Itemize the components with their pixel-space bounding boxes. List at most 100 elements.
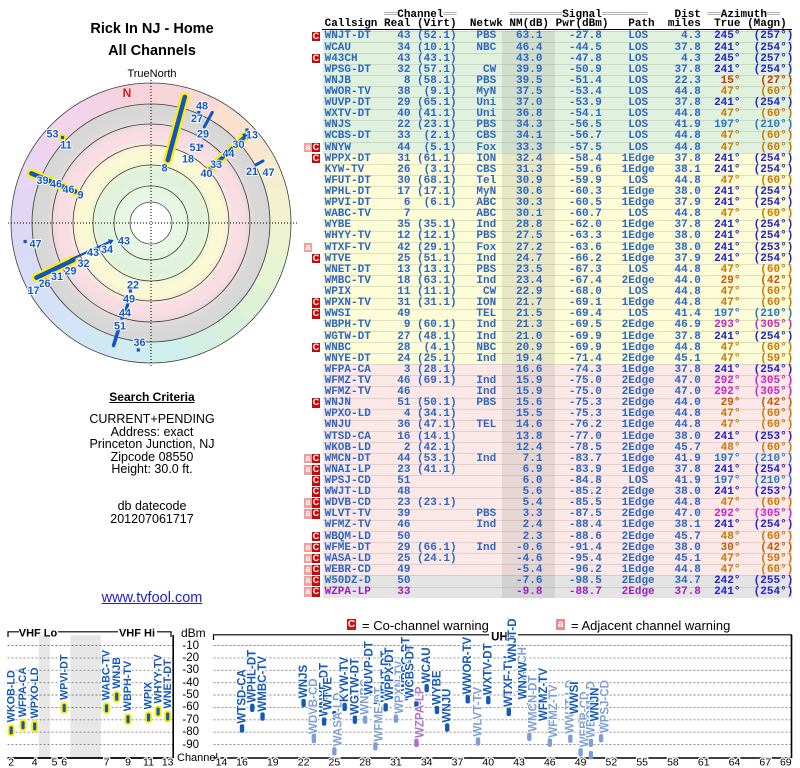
svg-text:47: 47 — [29, 239, 41, 251]
svg-text:WPPX-DT: WPPX-DT — [384, 647, 396, 700]
svg-text:29: 29 — [64, 266, 76, 278]
svg-text:WKOB-LD: WKOB-LD — [5, 670, 17, 722]
svg-text:WMCN-DT: WMCN-DT — [528, 676, 540, 732]
svg-text:40: 40 — [200, 168, 212, 180]
svg-text:17: 17 — [27, 285, 39, 297]
svg-text:W43CH: W43CH — [517, 647, 529, 687]
svg-text:WCAU: WCAU — [421, 647, 433, 683]
svg-text:28: 28 — [359, 757, 371, 768]
svg-text:69: 69 — [780, 757, 792, 768]
svg-text:22: 22 — [127, 280, 139, 292]
svg-text:WNYW: WNYW — [518, 662, 530, 700]
svg-text:KYW-TV: KYW-TV — [339, 656, 351, 701]
svg-text:WXTV-DT: WXTV-DT — [483, 643, 495, 695]
svg-text:55: 55 — [636, 757, 648, 768]
svg-text:46: 46 — [544, 757, 556, 768]
svg-text:WDVB-CD: WDVB-CD — [308, 678, 320, 734]
svg-text:49: 49 — [123, 294, 135, 306]
svg-text:WBQM-LD: WBQM-LD — [585, 681, 597, 738]
svg-text:WWJT-LD: WWJT-LD — [565, 680, 577, 734]
svg-text:WNBC: WNBC — [360, 679, 372, 715]
svg-text:43: 43 — [513, 757, 525, 768]
svg-text:WYBE: WYBE — [431, 670, 443, 705]
svg-text:9: 9 — [77, 190, 83, 202]
svg-text:8: 8 — [161, 163, 167, 175]
svg-text:64: 64 — [729, 757, 741, 768]
svg-text:WFUT-DT: WFUT-DT — [380, 651, 392, 703]
svg-text:43: 43 — [87, 247, 99, 259]
svg-text:WWSI: WWSI — [569, 682, 581, 715]
svg-text:31: 31 — [51, 271, 63, 283]
svg-text:5: 5 — [52, 757, 58, 768]
svg-text:WNYE-DT: WNYE-DT — [319, 663, 331, 717]
svg-text:UHF: UHF — [491, 632, 515, 644]
svg-text:WHYY-TV: WHYY-TV — [152, 654, 164, 704]
svg-text:34: 34 — [421, 757, 433, 768]
svg-text:WTSD-CA: WTSD-CA — [236, 669, 248, 723]
svg-text:11: 11 — [143, 757, 154, 768]
svg-text:WEBR-CD: WEBR-CD — [579, 692, 591, 748]
svg-text:WPIX: WPIX — [143, 681, 155, 709]
svg-text:61: 61 — [698, 757, 710, 768]
svg-text:VHF Lo: VHF Lo — [19, 628, 58, 640]
svg-text:13: 13 — [162, 757, 174, 768]
svg-text:WPXO-LD: WPXO-LD — [29, 667, 41, 718]
svg-text:WZPA-LP: WZPA-LP — [415, 686, 427, 738]
svg-text:58: 58 — [667, 757, 679, 768]
svg-text:9: 9 — [125, 757, 131, 768]
svg-text:25: 25 — [329, 757, 341, 768]
svg-text:47: 47 — [262, 167, 274, 179]
svg-text:WPSJ-CD: WPSJ-CD — [599, 680, 611, 733]
svg-text:44: 44 — [222, 148, 234, 160]
svg-text:WNET-DT: WNET-DT — [162, 659, 174, 709]
svg-text:53: 53 — [46, 129, 58, 141]
svg-text:33: 33 — [210, 159, 222, 171]
svg-text:WNJB: WNJB — [111, 657, 123, 689]
svg-text:WPXN-TV: WPXN-TV — [394, 660, 406, 713]
svg-text:14: 14 — [216, 757, 228, 768]
svg-text:31: 31 — [390, 757, 402, 768]
svg-text:WABC-TV: WABC-TV — [101, 649, 113, 700]
svg-text:WFPA-CA: WFPA-CA — [17, 667, 29, 717]
svg-text:WNJT-DT: WNJT-DT — [507, 618, 519, 663]
svg-text:51: 51 — [114, 321, 126, 333]
svg-text:WFMZ-TV: WFMZ-TV — [538, 668, 550, 721]
svg-text:67: 67 — [759, 757, 771, 768]
svg-text:37: 37 — [452, 757, 464, 768]
svg-text:19: 19 — [267, 757, 279, 768]
svg-text:18: 18 — [182, 154, 194, 166]
svg-text:32: 32 — [77, 258, 89, 270]
svg-text:WASA-LD: WASA-LD — [333, 693, 345, 747]
svg-text:WNJN: WNJN — [589, 688, 601, 722]
svg-text:26: 26 — [38, 278, 50, 290]
svg-text:WTVE: WTVE — [323, 677, 335, 711]
svg-text:51: 51 — [189, 142, 201, 154]
svg-text:4: 4 — [32, 757, 38, 768]
svg-text:39: 39 — [36, 175, 48, 187]
svg-text:29: 29 — [197, 129, 209, 141]
svg-text:30: 30 — [232, 139, 244, 151]
svg-text:WUVP-DT: WUVP-DT — [364, 641, 376, 695]
svg-text:6: 6 — [61, 757, 67, 768]
svg-text:34: 34 — [101, 244, 113, 256]
svg-text:46: 46 — [50, 179, 62, 191]
svg-text:N: N — [123, 86, 132, 100]
svg-text:36: 36 — [133, 337, 145, 349]
svg-text:WGTW-DT: WGTW-DT — [349, 658, 361, 715]
svg-text:7: 7 — [104, 757, 110, 768]
svg-text:WBPH-TV: WBPH-TV — [122, 660, 134, 711]
svg-text:49: 49 — [575, 757, 587, 768]
svg-text:WNJU: WNJU — [442, 689, 454, 723]
svg-text:46: 46 — [62, 184, 74, 196]
svg-text:44: 44 — [119, 308, 131, 320]
svg-text:WNJS: WNJS — [298, 665, 310, 699]
svg-text:VHF Hi: VHF Hi — [119, 628, 155, 640]
svg-text:11: 11 — [60, 140, 71, 152]
svg-text:WWOR-TV: WWOR-TV — [462, 636, 474, 694]
svg-text:WFMZ-TV: WFMZ-TV — [548, 684, 560, 737]
svg-text:40: 40 — [482, 757, 494, 768]
svg-text:WPSG-DT: WPSG-DT — [401, 637, 413, 691]
svg-text:16: 16 — [236, 757, 248, 768]
svg-text:43: 43 — [118, 236, 130, 248]
svg-text:WLVT-TV: WLVT-TV — [472, 687, 484, 737]
